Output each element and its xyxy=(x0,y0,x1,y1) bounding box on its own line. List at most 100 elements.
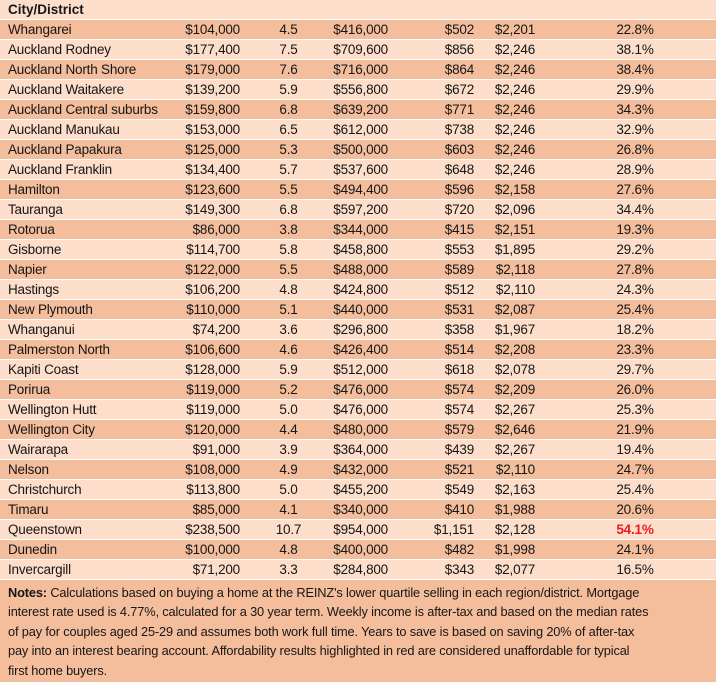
cell-weekly-income: $2,078 xyxy=(494,362,535,377)
cell-house-price: $480,000 xyxy=(333,422,388,437)
table-row: Auckland Rodney $177,400 7.5 $709,600 $8… xyxy=(0,40,716,60)
cell-weekly-payment: $720 xyxy=(444,202,474,217)
cell-weekly-payment: $574 xyxy=(444,402,474,417)
cell-deposit: $71,200 xyxy=(192,562,241,577)
cell-years-to-save: 5.5 xyxy=(279,182,298,197)
cell-years-to-save: 5.9 xyxy=(279,362,298,377)
cell-years-to-save: 6.8 xyxy=(279,102,298,117)
table-row: Dunedin $100,000 4.8 $400,000 $482 $1,99… xyxy=(0,540,716,560)
table-row: Invercargill $71,200 3.3 $284,800 $343 $… xyxy=(0,560,716,580)
cell-deposit: $114,700 xyxy=(186,242,240,257)
cell-house-price: $716,000 xyxy=(333,62,388,77)
cell-deposit: $179,000 xyxy=(185,62,240,77)
cell-weekly-income: $2,246 xyxy=(494,62,535,77)
cell-city: Porirua xyxy=(8,382,51,397)
cell-city: Queenstown xyxy=(8,522,82,537)
cell-weekly-payment: $738 xyxy=(444,122,474,137)
cell-city: Auckland Manukau xyxy=(8,122,120,137)
cell-weekly-income: $2,077 xyxy=(494,562,535,577)
cell-percent: 25.4% xyxy=(616,302,654,317)
cell-weekly-income: $2,246 xyxy=(494,82,535,97)
cell-city: Auckland Rodney xyxy=(8,42,111,57)
cell-house-price: $440,000 xyxy=(333,302,388,317)
cell-years-to-save: 6.5 xyxy=(279,122,298,137)
cell-house-price: $709,600 xyxy=(333,42,388,57)
cell-weekly-income: $2,096 xyxy=(494,202,535,217)
cell-city: Rotorua xyxy=(8,222,55,237)
cell-weekly-payment: $343 xyxy=(444,562,474,577)
cell-weekly-payment: $514 xyxy=(444,342,474,357)
cell-weekly-payment: $482 xyxy=(444,542,474,557)
cell-years-to-save: 5.3 xyxy=(279,142,298,157)
cell-years-to-save: 10.7 xyxy=(275,522,302,537)
cell-house-price: $556,800 xyxy=(333,82,388,97)
cell-weekly-income: $1,967 xyxy=(494,322,535,337)
table-row: Auckland Waitakere $139,200 5.9 $556,800… xyxy=(0,80,716,100)
cell-percent: 23.3% xyxy=(616,342,654,357)
cell-house-price: $494,400 xyxy=(333,182,388,197)
cell-weekly-payment: $521 xyxy=(444,462,474,477)
cell-city: Whangarei xyxy=(8,22,72,37)
cell-years-to-save: 4.6 xyxy=(279,342,298,357)
cell-deposit: $91,000 xyxy=(192,442,241,457)
cell-years-to-save: 5.0 xyxy=(279,402,298,417)
cell-years-to-save: 5.0 xyxy=(279,482,298,497)
cell-deposit: $104,000 xyxy=(185,22,240,37)
cell-city: Kapiti Coast xyxy=(8,362,79,377)
cell-weekly-payment: $531 xyxy=(444,302,474,317)
cell-percent: 22.8% xyxy=(616,22,654,37)
cell-percent: 24.1% xyxy=(616,542,654,557)
table-row: Wellington Hutt $119,000 5.0 $476,000 $5… xyxy=(0,400,716,420)
cell-years-to-save: 7.5 xyxy=(279,42,298,57)
cell-percent: 26.8% xyxy=(616,142,654,157)
cell-deposit: $134,400 xyxy=(185,162,240,177)
cell-house-price: $500,000 xyxy=(333,142,388,157)
table-row: Wellington City $120,000 4.4 $480,000 $5… xyxy=(0,420,716,440)
cell-deposit: $100,000 xyxy=(185,542,240,557)
cell-deposit: $74,200 xyxy=(192,322,241,337)
cell-percent: 20.6% xyxy=(616,502,654,517)
cell-deposit: $159,800 xyxy=(185,102,240,117)
cell-percent: 28.9% xyxy=(616,162,654,177)
cell-deposit: $110,000 xyxy=(186,302,240,317)
cell-house-price: $416,000 xyxy=(333,22,388,37)
table-row: Palmerston North $106,600 4.6 $426,400 $… xyxy=(0,340,716,360)
cell-percent: 27.8% xyxy=(616,262,654,277)
cell-percent: 21.9% xyxy=(616,422,654,437)
cell-city: Wairarapa xyxy=(8,442,68,457)
table-row: Christchurch $113,800 5.0 $455,200 $549 … xyxy=(0,480,716,500)
cell-percent: 54.1% xyxy=(616,522,654,537)
cell-weekly-payment: $648 xyxy=(444,162,474,177)
cell-percent: 26.0% xyxy=(616,382,654,397)
cell-city: Auckland Central suburbs xyxy=(8,102,158,117)
notes-text: Calculations based on buying a home at t… xyxy=(8,585,649,678)
cell-city: Wellington City xyxy=(8,422,95,437)
cell-years-to-save: 4.9 xyxy=(279,462,298,477)
cell-weekly-payment: $596 xyxy=(444,182,474,197)
table-row: Porirua $119,000 5.2 $476,000 $574 $2,20… xyxy=(0,380,716,400)
cell-deposit: $86,000 xyxy=(192,222,241,237)
cell-years-to-save: 4.1 xyxy=(279,502,298,517)
cell-weekly-income: $2,267 xyxy=(494,402,535,417)
cell-house-price: $512,000 xyxy=(333,362,388,377)
cell-weekly-income: $2,201 xyxy=(494,22,535,37)
cell-house-price: $476,000 xyxy=(333,382,388,397)
cell-weekly-payment: $410 xyxy=(444,502,474,517)
cell-percent: 38.1% xyxy=(616,42,654,57)
cell-deposit: $128,000 xyxy=(185,362,240,377)
cell-weekly-income: $2,209 xyxy=(494,382,535,397)
cell-city: Hamilton xyxy=(8,182,60,197)
cell-weekly-income: $2,267 xyxy=(494,442,535,457)
cell-weekly-income: $2,158 xyxy=(494,182,535,197)
table-body: Whangarei $104,000 4.5 $416,000 $502 $2,… xyxy=(0,20,716,580)
cell-percent: 25.3% xyxy=(616,402,654,417)
cell-years-to-save: 6.8 xyxy=(279,202,298,217)
cell-house-price: $340,000 xyxy=(333,502,388,517)
cell-percent: 29.2% xyxy=(616,242,654,257)
table-header-city-district: City/District xyxy=(8,2,84,17)
table-row: Kapiti Coast $128,000 5.9 $512,000 $618 … xyxy=(0,360,716,380)
cell-weekly-income: $2,110 xyxy=(495,282,535,297)
table-row: Nelson $108,000 4.9 $432,000 $521 $2,110… xyxy=(0,460,716,480)
cell-percent: 24.3% xyxy=(616,282,654,297)
cell-deposit: $149,300 xyxy=(185,202,240,217)
